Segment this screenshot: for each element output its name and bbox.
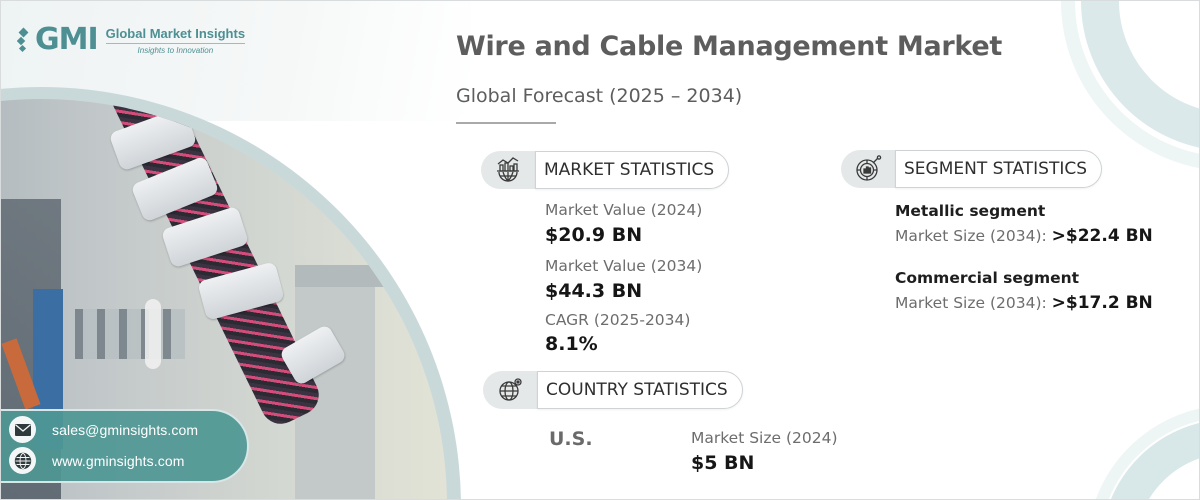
- country-market-size-label: Market Size (2024): [691, 429, 838, 447]
- commercial-segment-line: Market Size (2034): >$17.2 BN: [895, 293, 1153, 313]
- envelope-icon: [9, 416, 36, 443]
- cagr-label: CAGR (2025-2034): [545, 311, 691, 329]
- contact-panel: sales@gminsights.com www.gminsights.com: [1, 409, 249, 483]
- metallic-segment-line: Market Size (2034): >$22.4 BN: [895, 226, 1153, 246]
- logo-diamond-icon: [17, 27, 29, 53]
- market-value-2034: $44.3 BN: [545, 280, 643, 302]
- market-value-2034-label: Market Value (2034): [545, 257, 703, 275]
- metallic-segment-value: >$22.4 BN: [1051, 226, 1153, 246]
- website-link[interactable]: www.gminsights.com: [9, 447, 185, 474]
- country-name: U.S.: [549, 428, 593, 450]
- title-divider: [456, 122, 556, 124]
- segment-statistics-title: SEGMENT STATISTICS: [895, 150, 1103, 188]
- email-link[interactable]: sales@gminsights.com: [9, 416, 198, 443]
- website-text[interactable]: www.gminsights.com: [52, 452, 185, 469]
- metallic-segment-name: Metallic segment: [895, 202, 1046, 220]
- segment-statistics-header: SEGMENT STATISTICS: [841, 150, 1103, 188]
- email-text[interactable]: sales@gminsights.com: [52, 421, 199, 438]
- logo-text: Global Market Insights Insights to Innov…: [105, 26, 246, 55]
- commercial-segment-name: Commercial segment: [895, 269, 1080, 287]
- market-value-2024: $20.9 BN: [545, 224, 643, 246]
- market-value-2024-label: Market Value (2024): [545, 201, 703, 219]
- country-statistics-header: COUNTRY STATISTICS: [483, 371, 743, 409]
- country-statistics-title: COUNTRY STATISTICS: [537, 371, 743, 409]
- metallic-segment-label: Market Size (2034):: [895, 227, 1047, 245]
- commercial-segment-value: >$17.2 BN: [1051, 293, 1153, 313]
- target-chart-icon: [841, 150, 895, 188]
- logo-mark: GMI: [35, 22, 99, 57]
- country-market-size-value: $5 BN: [691, 452, 755, 474]
- globe-icon: [9, 447, 36, 474]
- decorative-arc-bottom-right-outer: [1087, 405, 1199, 499]
- page-subtitle: Global Forecast (2025 – 2034): [456, 85, 743, 107]
- globe-pin-icon: [483, 371, 537, 409]
- chart-globe-icon: [481, 151, 535, 189]
- market-statistics-header: MARKET STATISTICS: [481, 151, 730, 189]
- page-title: Wire and Cable Management Market: [456, 31, 1002, 62]
- brand-tagline: Insights to Innovation: [137, 45, 214, 55]
- commercial-segment-label: Market Size (2034):: [895, 294, 1047, 312]
- gmi-logo[interactable]: GMI Global Market Insights Insights to I…: [17, 22, 246, 57]
- cagr-value: 8.1%: [545, 333, 598, 355]
- market-statistics-title: MARKET STATISTICS: [535, 151, 730, 189]
- decorative-arc-top-right-outer: [1061, 1, 1199, 171]
- brand-name: Global Market Insights: [105, 26, 246, 44]
